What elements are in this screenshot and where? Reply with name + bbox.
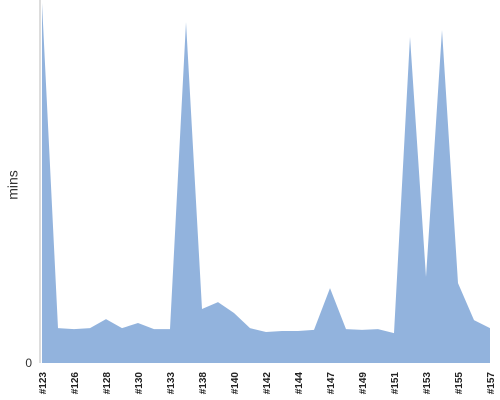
x-tick-label: #142	[262, 372, 273, 395]
x-tick-label: #157	[486, 372, 497, 395]
y-tick-label: 0	[25, 356, 32, 370]
x-tick-label: #128	[102, 372, 113, 395]
x-tick-label: #155	[454, 372, 465, 395]
x-tick-label: #138	[198, 372, 209, 395]
x-tick-label: #147	[326, 372, 337, 395]
x-tick-label: #123	[38, 372, 49, 395]
x-tick-label: #126	[70, 372, 81, 395]
x-tick-label: #149	[358, 372, 369, 395]
y-axis-label: mins	[5, 170, 21, 200]
x-tick-label: #140	[230, 372, 241, 395]
x-tick-label: #153	[422, 372, 433, 395]
area	[42, 3, 490, 363]
x-tick-label: #144	[294, 372, 305, 395]
x-tick-label: #151	[390, 372, 401, 395]
x-tick-label: #133	[166, 372, 177, 395]
x-tick-label: #130	[134, 372, 145, 395]
